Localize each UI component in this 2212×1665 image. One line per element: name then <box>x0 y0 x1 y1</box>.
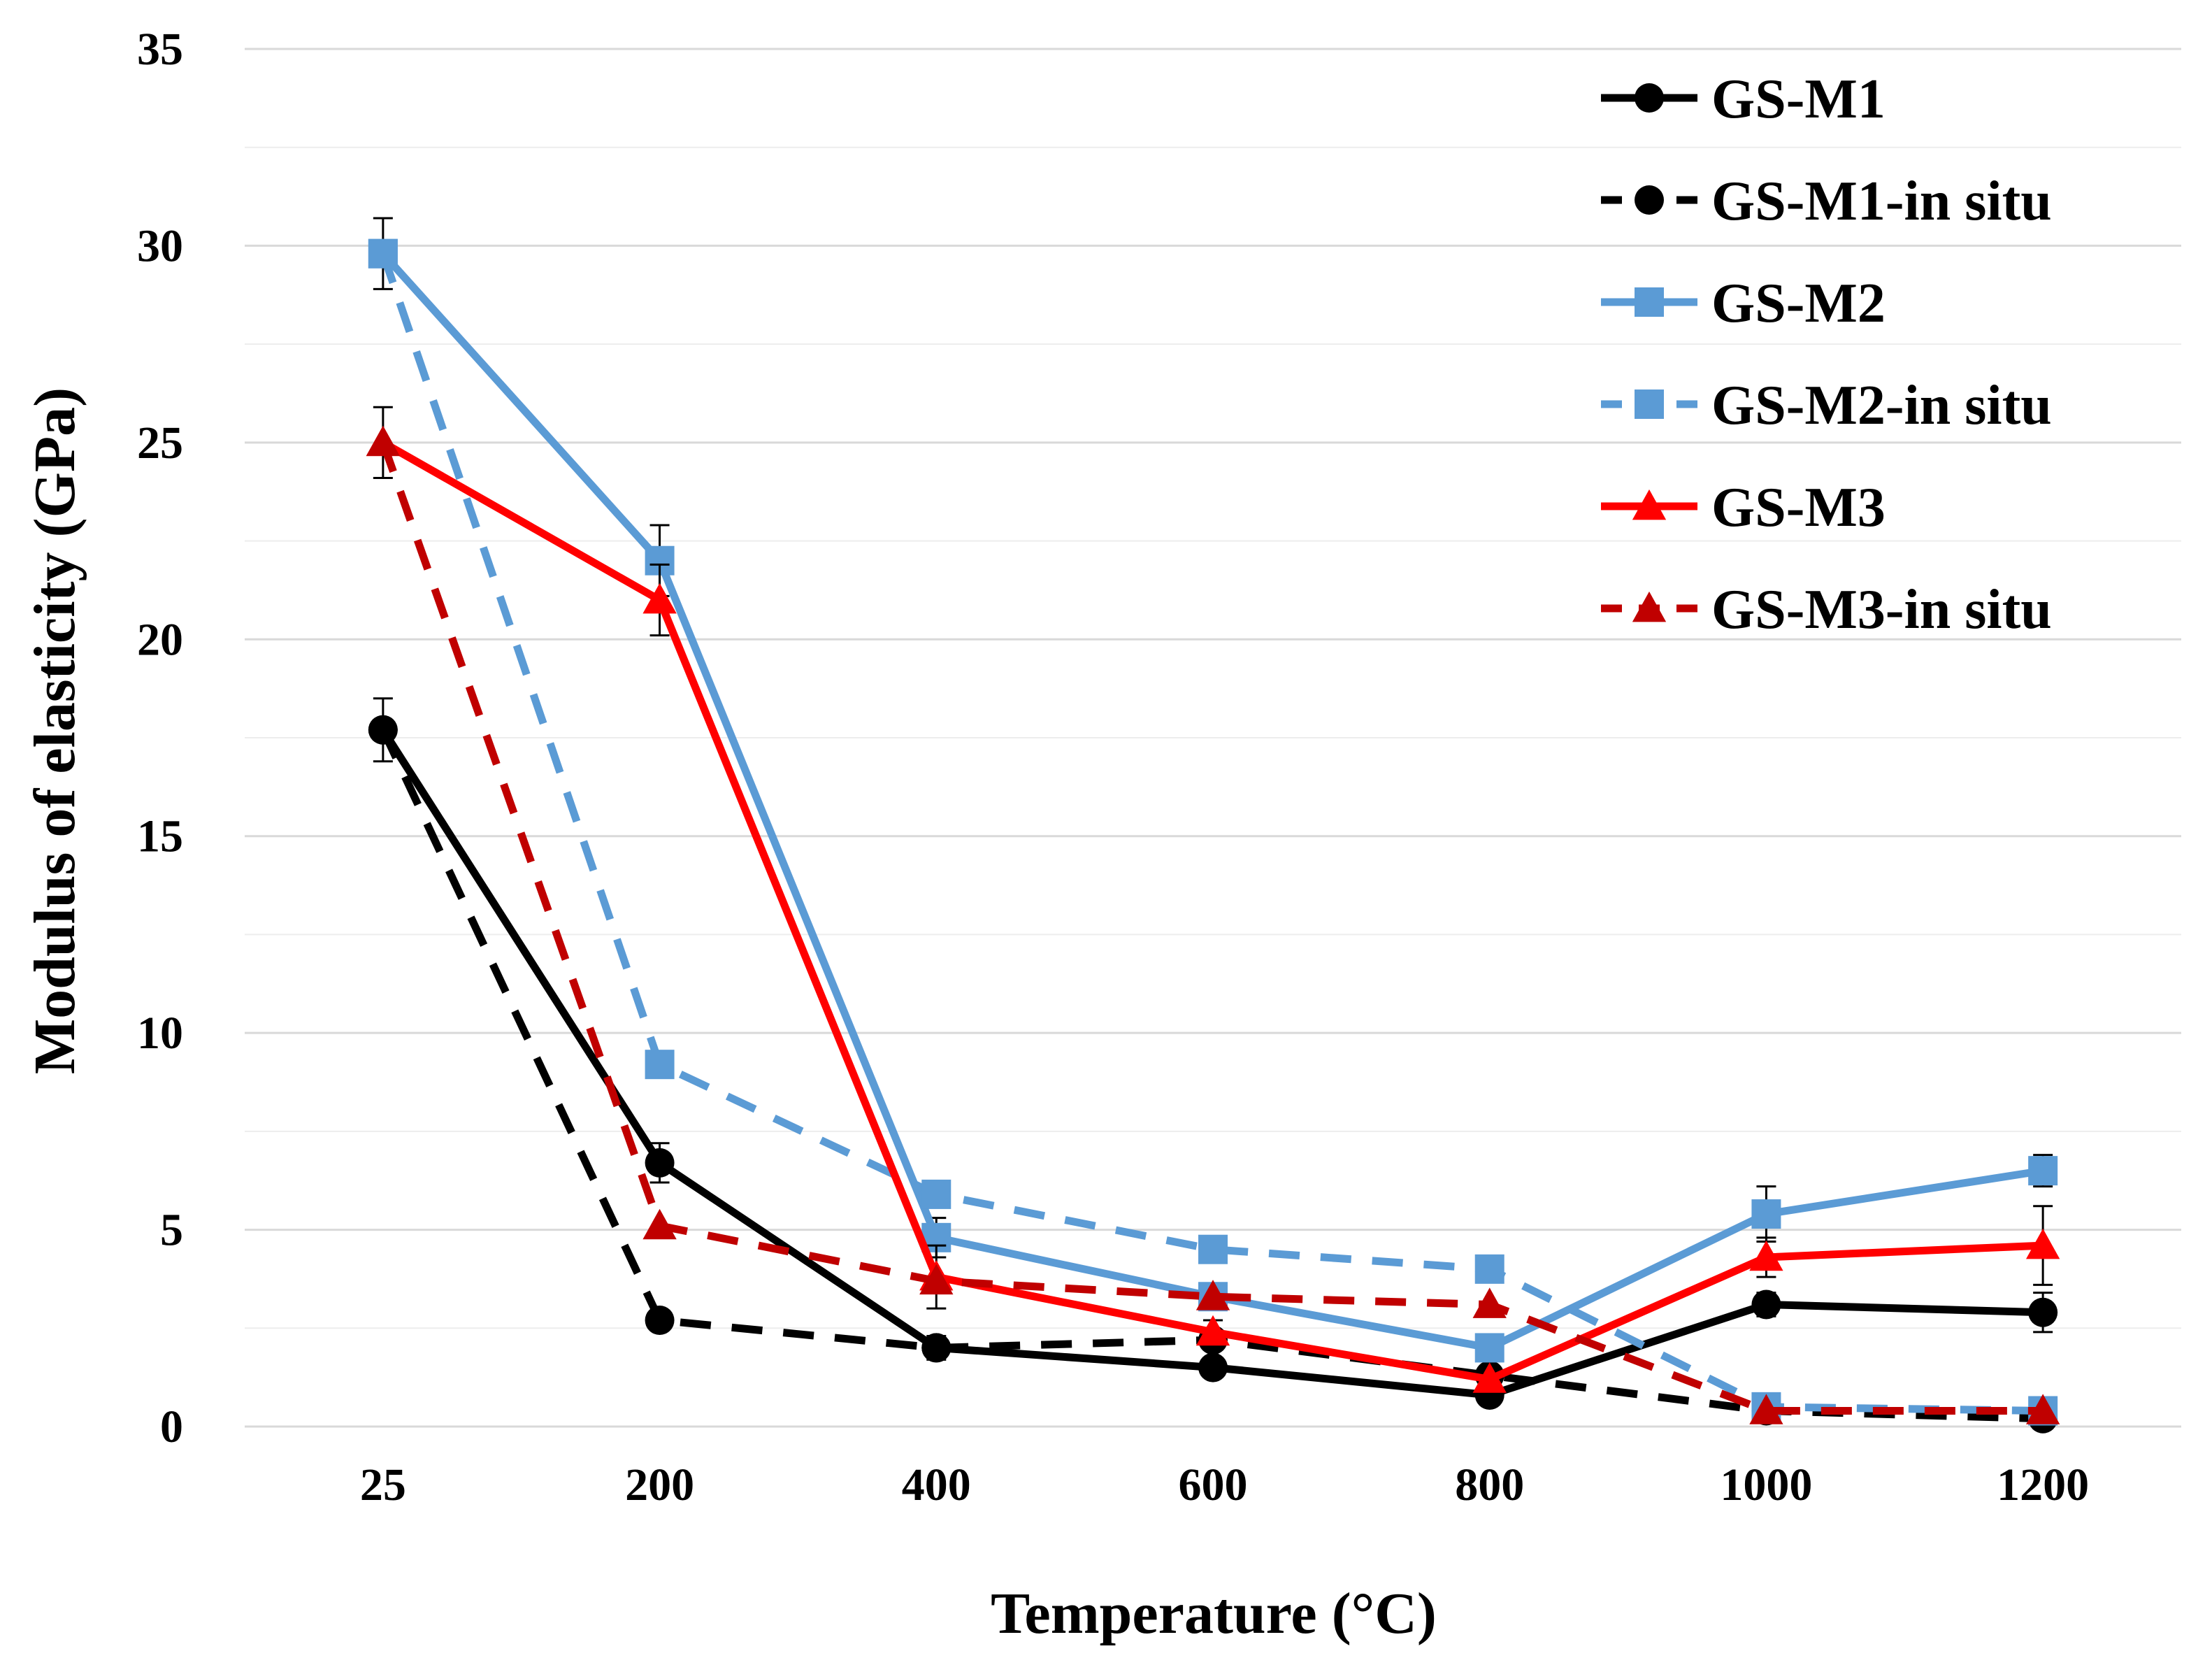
legend-item-gs-m3-in-situ: GS-M3-in situ <box>1601 579 2052 641</box>
y-tick-label: 30 <box>137 220 183 271</box>
y-tick-label: 10 <box>137 1008 183 1059</box>
data-point <box>1749 1240 1783 1271</box>
data-point <box>642 583 677 614</box>
legend: GS-M1 GS-M1-in situ GS-M2 GS-M2-in situ GS-M… <box>1601 69 2052 641</box>
y-axis-ticks: 0 5 10 15 20 25 30 35 <box>137 24 183 1452</box>
legend-marker <box>1635 83 1664 113</box>
series-group <box>366 217 2060 1434</box>
x-axis-ticks: 25 200 400 600 800 1000 1200 <box>360 1459 2089 1510</box>
x-tick-label: 400 <box>902 1459 971 1510</box>
data-point <box>2028 1156 2058 1186</box>
legend-item-gs-m2: GS-M2 <box>1601 273 1886 334</box>
data-point <box>645 1050 675 1080</box>
data-point <box>1472 1362 1507 1393</box>
x-tick-label: 25 <box>360 1459 406 1510</box>
y-tick-label: 15 <box>137 811 183 862</box>
legend-item-gs-m1: GS-M1 <box>1601 69 1886 130</box>
data-point <box>1749 1394 1783 1424</box>
y-tick-label: 20 <box>137 614 183 665</box>
x-tick-label: 1000 <box>1720 1459 1812 1510</box>
data-point <box>1751 1289 1781 1320</box>
x-tick-label: 200 <box>625 1459 694 1510</box>
series-gs-m3-in-situ <box>366 425 2060 1424</box>
data-point <box>921 1179 951 1209</box>
y-tick-label: 5 <box>160 1205 183 1256</box>
data-point <box>1198 1234 1228 1264</box>
y-tick-label: 35 <box>137 24 183 75</box>
data-point <box>1751 1199 1781 1229</box>
data-point <box>368 238 398 269</box>
data-point <box>645 1306 675 1336</box>
data-point <box>645 1148 675 1178</box>
data-point <box>1198 1352 1228 1382</box>
legend-label: GS-M3-in situ <box>1711 579 2052 641</box>
data-point <box>919 1264 954 1295</box>
y-tick-label: 25 <box>137 417 183 469</box>
x-tick-label: 600 <box>1179 1459 1248 1510</box>
data-point <box>1195 1280 1230 1310</box>
x-axis-title: Temperature (°C) <box>991 1581 1437 1646</box>
legend-label: GS-M2-in situ <box>1711 375 2052 436</box>
data-point <box>1195 1315 1230 1346</box>
legend-marker <box>1632 591 1667 622</box>
x-tick-label: 800 <box>1455 1459 1524 1510</box>
legend-label: GS-M2 <box>1711 273 1886 334</box>
legend-item-gs-m3: GS-M3 <box>1601 477 1886 538</box>
data-point <box>1474 1333 1504 1363</box>
legend-item-gs-m2-in-situ: GS-M2-in situ <box>1601 375 2052 436</box>
legend-marker <box>1635 185 1664 215</box>
data-point <box>642 1208 677 1240</box>
legend-item-gs-m1-in-situ: GS-M1-in situ <box>1601 171 2052 232</box>
data-point <box>2028 1297 2058 1327</box>
data-point <box>921 1333 951 1363</box>
legend-label: GS-M3 <box>1711 477 1886 538</box>
data-point <box>2025 1228 2060 1259</box>
y-axis-title: Modulus of elasticity (GPa) <box>22 387 87 1074</box>
data-point <box>1474 1254 1504 1284</box>
data-point <box>1472 1287 1507 1318</box>
gridlines <box>245 48 2181 1428</box>
data-point <box>368 715 398 745</box>
legend-marker <box>1632 489 1667 520</box>
legend-label: GS-M1-in situ <box>1711 171 2052 232</box>
data-point <box>2025 1394 2060 1424</box>
legend-marker <box>1635 287 1664 317</box>
x-tick-label: 1200 <box>1997 1459 2089 1510</box>
legend-marker <box>1635 390 1664 419</box>
legend-label: GS-M1 <box>1711 69 1886 130</box>
y-tick-label: 0 <box>160 1401 183 1452</box>
data-point <box>366 425 401 457</box>
